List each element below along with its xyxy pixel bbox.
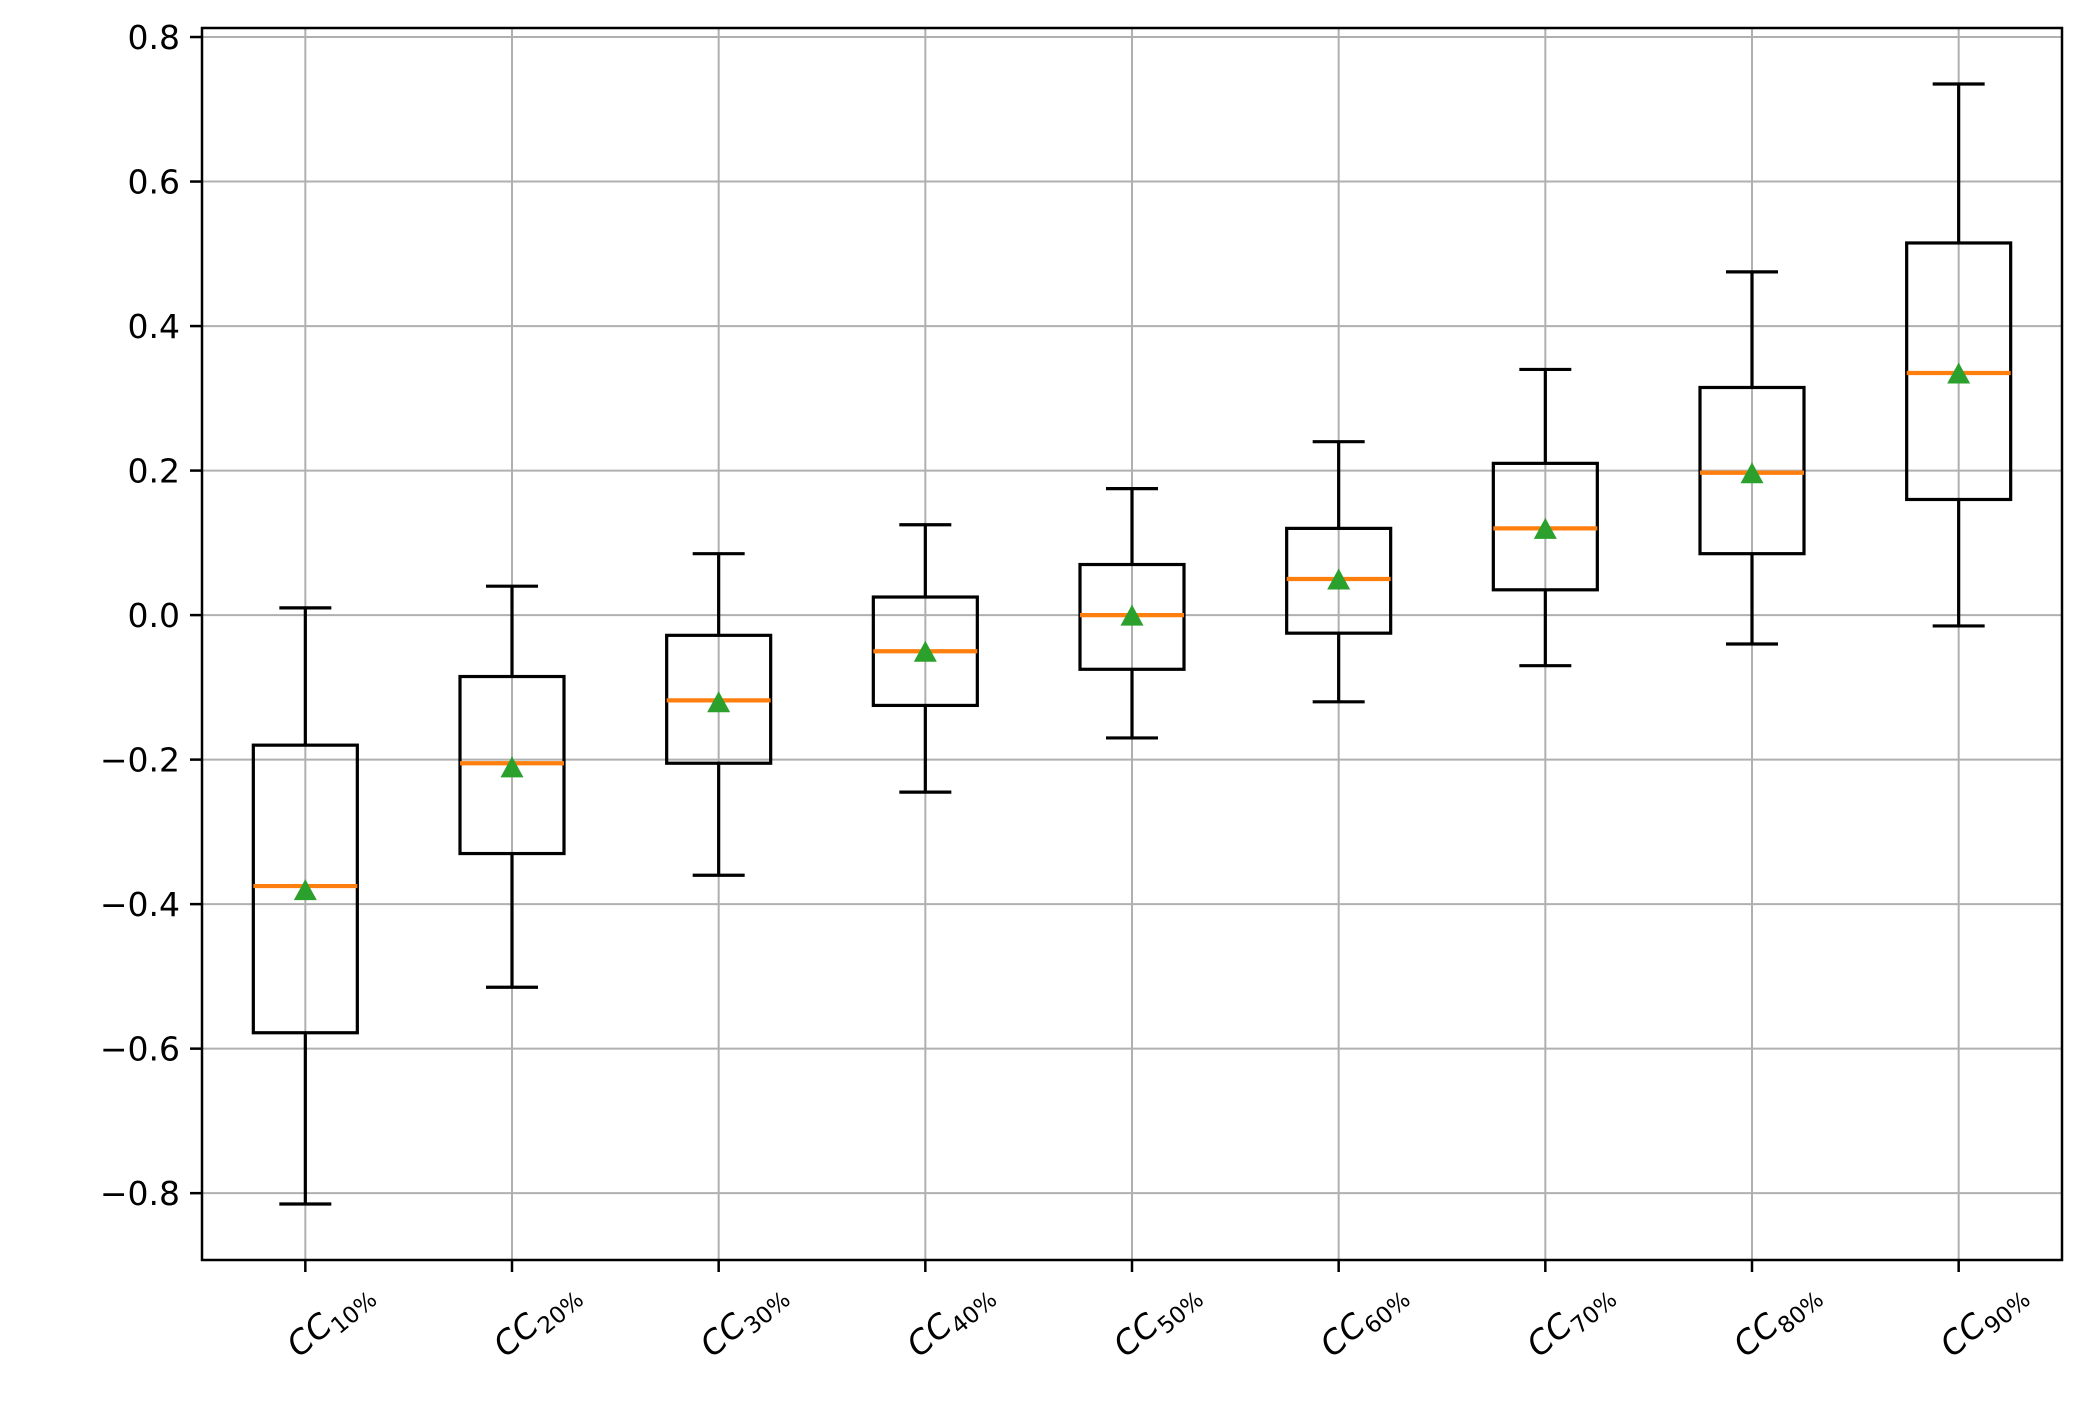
box-cc-50pct — [1078, 487, 1186, 740]
mean-marker — [1533, 517, 1557, 539]
y-tick-label: −0.2 — [100, 740, 180, 779]
box-cc-70pct — [1491, 367, 1599, 668]
y-tick-label: 0.8 — [128, 18, 180, 57]
y-tick-label: −0.6 — [100, 1030, 180, 1069]
mean-marker — [1947, 362, 1971, 384]
y-axis: 0.8 0.6 0.4 0.2 0.0 −0.2 −0.4 −0.6 −0.8 — [100, 18, 202, 1213]
mean-marker — [1740, 462, 1764, 484]
box-cc-60pct — [1285, 440, 1393, 704]
y-tick-label: 0.4 — [128, 307, 180, 346]
y-tick-label: −0.8 — [100, 1174, 180, 1213]
mean-marker — [500, 756, 524, 778]
y-tick-label: 0.2 — [128, 451, 180, 490]
y-tick-label: 0.0 — [128, 596, 180, 635]
iqr-box — [1698, 385, 1806, 556]
box-cc-80pct — [1698, 270, 1806, 646]
box-cc-30pct — [665, 552, 773, 877]
iqr-box — [251, 743, 359, 1035]
box-cc-20pct — [458, 584, 566, 989]
box-cc-90pct — [1905, 82, 2013, 628]
box-cc-10pct — [251, 606, 359, 1206]
y-tick-label: 0.6 — [128, 162, 180, 201]
mean-marker — [293, 879, 317, 901]
box-cc-40pct — [871, 523, 979, 794]
mean-marker — [1327, 568, 1351, 590]
mean-marker — [1120, 604, 1144, 626]
mean-marker — [913, 640, 937, 662]
y-tick-label: −0.4 — [100, 885, 180, 924]
mean-marker — [707, 691, 731, 713]
